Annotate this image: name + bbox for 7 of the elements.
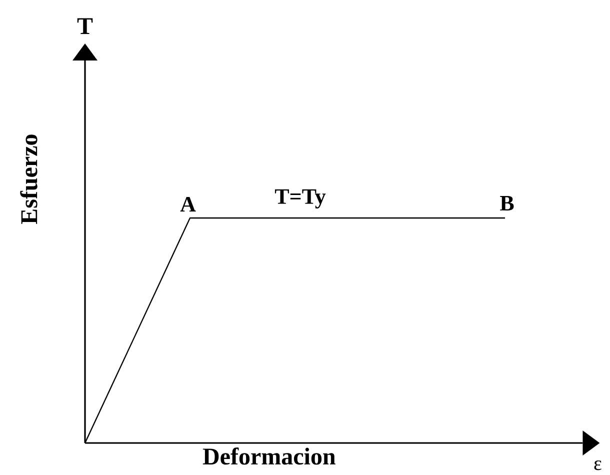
text: ε (594, 460, 602, 470)
x-axis-title: Deformacion (202, 448, 336, 465)
text: T=Ty (274, 189, 326, 208)
text: A (180, 196, 196, 212)
text: B (500, 196, 514, 210)
text: T (77, 18, 93, 34)
y-axis-title: Esfuerzo (20, 134, 38, 224)
